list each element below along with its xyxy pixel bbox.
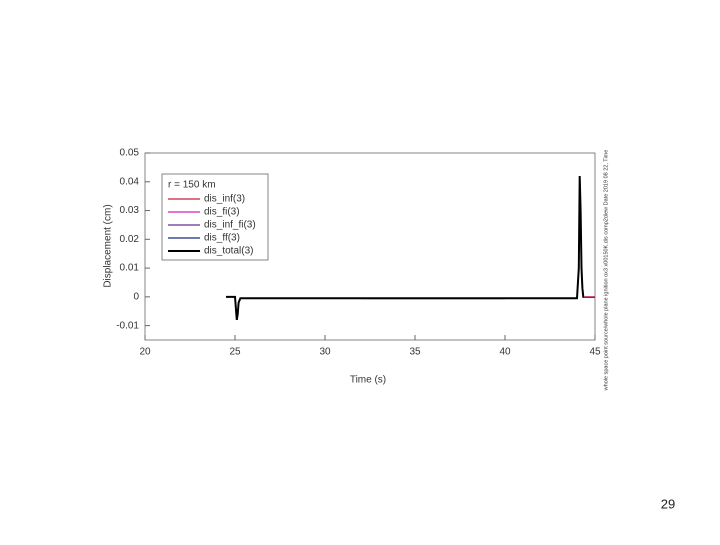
y-tick-label: 0.04 (120, 176, 140, 187)
legend-label: dis_inf_fi(3) (204, 220, 256, 231)
x-tick-label: 40 (499, 347, 511, 358)
legend-label: dis_total(3) (204, 246, 253, 257)
x-tick-label: 35 (409, 347, 421, 358)
side-note: whole space point source/whole plane ign… (603, 150, 609, 392)
page-number: 29 (661, 496, 675, 511)
y-tick-label: 0 (133, 291, 139, 302)
y-tick-label: 0.03 (120, 205, 140, 216)
series-line (226, 175, 585, 321)
x-tick-label: 30 (319, 347, 331, 358)
legend-box (161, 173, 269, 261)
y-tick-label: -0.01 (116, 320, 139, 331)
x-axis-label: Time (s) (350, 375, 386, 386)
y-tick-label: 0.02 (120, 234, 140, 245)
legend-label: dis_fi(3) (204, 207, 240, 218)
x-tick-label: 45 (589, 347, 601, 358)
plot-frame (144, 152, 596, 341)
x-tick-label: 20 (139, 347, 151, 358)
x-tick-label: 25 (229, 347, 241, 358)
legend-label: dis_inf(3) (204, 194, 245, 205)
legend-label: dis_ff(3) (204, 233, 240, 244)
legend-title: r = 150 km (168, 180, 216, 191)
y-tick-label: 0.01 (120, 263, 140, 274)
y-axis-label: Displacement (cm) (103, 204, 114, 287)
y-tick-label: 0.05 (120, 148, 140, 159)
